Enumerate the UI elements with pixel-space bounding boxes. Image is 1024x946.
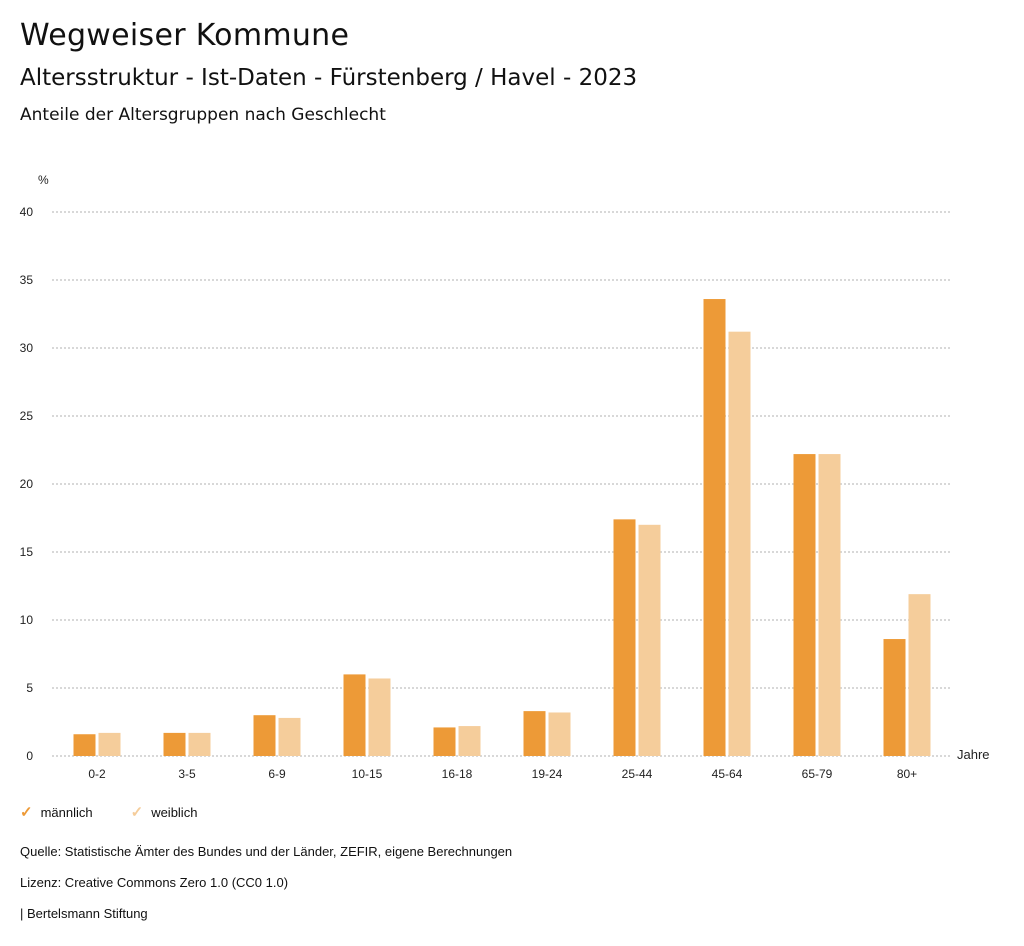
legend-item-male[interactable]: ✓ männlich [20,803,93,821]
page-title: Wegweiser Kommune [20,18,350,53]
license-note: Lizenz: Creative Commons Zero 1.0 (CC0 1… [20,875,289,890]
bar-female [818,454,841,756]
y-tick-label: 25 [20,409,34,423]
x-tick-label: 16-18 [442,767,473,781]
x-tick-label: 45-64 [712,767,743,781]
chart-legend: ✓ männlich ✓ weiblich [20,803,197,821]
bar-female [278,717,301,756]
x-tick-label: 19-24 [532,767,563,781]
bar-female [188,732,211,756]
x-tick-label: 65-79 [802,767,833,781]
publisher-note: | Bertelsmann Stiftung [20,906,148,921]
x-tick-label: 3-5 [178,767,196,781]
x-tick-label: 0-2 [88,767,106,781]
bar-male [613,519,636,756]
x-tick-label: 10-15 [352,767,383,781]
bar-male [343,674,366,756]
chart-subtitle: Altersstruktur - Ist-Daten - Fürstenberg… [20,65,638,91]
source-note: Quelle: Statistische Ämter des Bundes un… [20,844,513,859]
bar-female [368,678,391,756]
y-tick-label: 20 [20,477,34,491]
bar-male [73,734,96,756]
y-tick-label: 10 [20,613,34,627]
legend-label-male: männlich [40,804,93,820]
y-tick-label: 15 [20,545,34,559]
chart-description: Anteile der Altersgruppen nach Geschlech… [20,105,386,125]
y-axis-label: % [38,173,49,187]
bar-female [728,331,751,756]
bar-male [163,732,186,756]
y-tick-label: 0 [26,749,33,763]
bar-male [523,711,546,756]
bar-female [638,524,661,756]
x-tick-label: 6-9 [268,767,286,781]
bar-male [703,299,726,756]
y-tick-label: 30 [20,341,34,355]
legend-label-female: weiblich [151,804,198,820]
checkmark-icon: ✓ [20,804,33,821]
y-tick-label: 35 [20,273,34,287]
bar-male [433,727,456,756]
checkmark-icon: ✓ [130,804,144,821]
x-tick-label: 25-44 [622,767,653,781]
x-tick-label: 80+ [897,767,917,781]
y-tick-label: 40 [20,205,34,219]
bar-chart: % 0 5 10 15 20 25 30 35 40 Jahre 0-2 3-5 6-9 10-15 16-1… [20,173,990,781]
bar-female [98,732,121,756]
legend-item-female[interactable]: ✓ weiblich [131,803,198,821]
bar-female [548,712,571,756]
x-axis-label: Jahre [957,747,990,762]
bar-female [908,594,931,756]
bar-male [883,639,906,756]
bar-male [793,454,816,756]
bar-female [458,726,481,756]
y-tick-label: 5 [26,681,33,695]
bar-male [253,715,276,756]
